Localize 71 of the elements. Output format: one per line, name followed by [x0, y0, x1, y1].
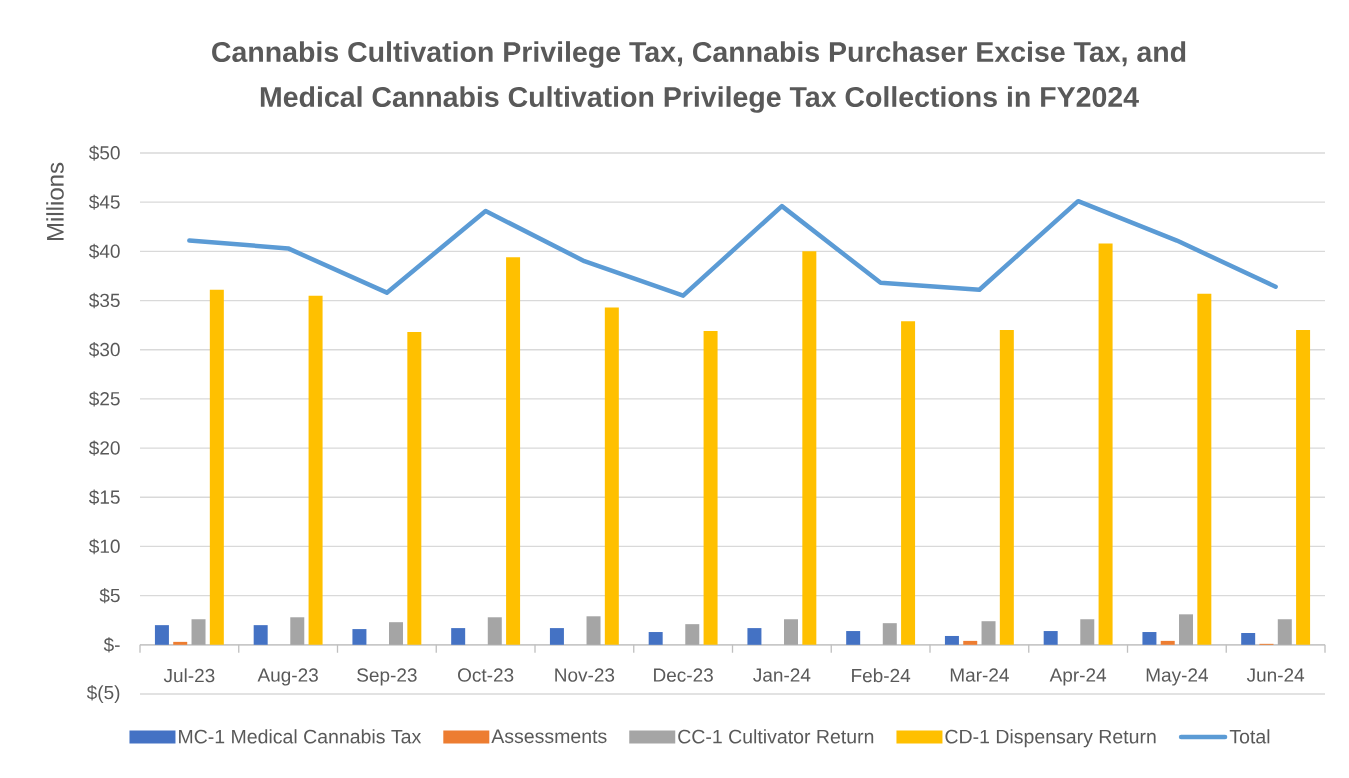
chart-title: Cannabis Cultivation Privilege Tax, Cannabis Purchaser Excise Tax, and Medical Cannabis Cultivation Privilege Tax Collections in FY2024 [212, 41, 1186, 113]
legend-label: Assessments [491, 729, 607, 744]
y-tick-label: $20 [88, 440, 120, 456]
bar [1142, 632, 1157, 645]
y-tick-label: $40 [88, 243, 120, 260]
bar [451, 628, 466, 645]
bar [685, 624, 700, 645]
y-tick-label: $10 [88, 538, 120, 555]
legend-label: CD-1 Dispensary Return [945, 729, 1156, 748]
bar [648, 632, 663, 645]
bar [901, 321, 916, 645]
x-tick-label: Oct-23 [458, 668, 514, 682]
bar [506, 257, 521, 645]
y-tick-label: $50 [88, 145, 120, 161]
bar [882, 623, 897, 645]
y-tick-label: $45 [88, 194, 120, 210]
x-tick-label: Apr-24 [1049, 668, 1107, 686]
bar [191, 619, 206, 645]
y-tick-label: $25 [88, 391, 120, 407]
x-tick-label: Nov-23 [555, 668, 615, 682]
bar [154, 625, 169, 645]
x-tick-label: Aug-23 [257, 668, 318, 686]
bar [173, 641, 188, 645]
bar [253, 625, 268, 645]
bar [352, 629, 367, 645]
bar [407, 332, 422, 645]
bar [1043, 631, 1058, 645]
bar [1241, 633, 1256, 645]
y-tick-label: $(5) [86, 685, 120, 703]
bar [999, 330, 1014, 645]
bar [487, 617, 502, 645]
bar [209, 289, 224, 645]
legend-label: Total [1229, 729, 1270, 744]
bar [586, 616, 601, 645]
bar [549, 628, 564, 645]
bar [1098, 243, 1113, 645]
bar [802, 251, 817, 645]
legend-label: MC-1 Medical Cannabis Tax [179, 729, 422, 744]
x-tick-label: Jan-24 [753, 668, 811, 682]
bar [1197, 293, 1212, 645]
x-tick-label: Sep-23 [357, 668, 417, 686]
y-tick-label: $5 [99, 587, 120, 604]
bar [1277, 619, 1292, 645]
bar [784, 619, 799, 645]
x-tick-label: Jun-24 [1246, 668, 1305, 682]
bar [1160, 640, 1175, 645]
x-tick-label: May-24 [1146, 668, 1208, 686]
bar [963, 640, 978, 645]
bar [389, 622, 404, 645]
bar [1296, 330, 1311, 645]
line-series [187, 198, 1278, 298]
x-tick-label: Mar-24 [950, 668, 1009, 682]
bar [1179, 614, 1194, 645]
bar [290, 617, 305, 645]
y-tick-label: $30 [88, 342, 120, 358]
bar [703, 331, 718, 645]
legend-label: CC-1 Cultivator Return [678, 729, 874, 744]
bar [1080, 619, 1095, 645]
bar [747, 628, 762, 645]
x-tick-label: Jul-23 [163, 668, 215, 683]
y-tick-label: $15 [88, 489, 120, 505]
x-tick-label: Feb-24 [852, 668, 911, 683]
bar [981, 621, 996, 645]
bar [308, 295, 323, 645]
x-tick-label: Dec-23 [654, 668, 713, 682]
y-axis-title: Millions [46, 162, 64, 241]
bar [604, 307, 619, 645]
bar [944, 635, 959, 645]
bar [846, 631, 861, 645]
y-tick-label: $35 [88, 292, 120, 309]
y-tick-label: $- [103, 637, 120, 653]
